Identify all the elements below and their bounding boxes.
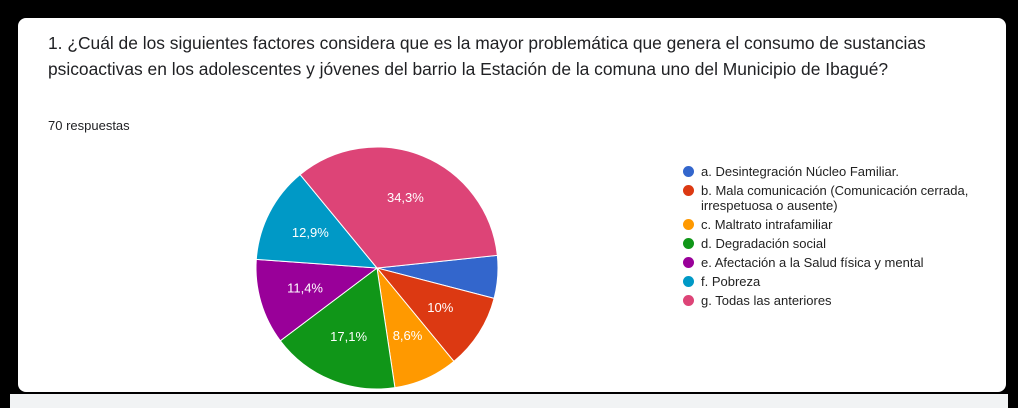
data-label: 11,4% xyxy=(287,281,323,296)
legend-label: b. Mala comunicación (Comunicación cerra… xyxy=(701,183,969,213)
legend-label: e. Afectación a la Salud física y mental xyxy=(701,255,924,270)
legend-swatch xyxy=(683,276,694,287)
legend-label: a. Desintegración Núcleo Familiar. xyxy=(701,164,899,179)
legend-item: f. Pobreza xyxy=(683,274,1003,289)
legend-item: a. Desintegración Núcleo Familiar. xyxy=(683,164,1003,179)
pie-slice xyxy=(375,267,495,363)
legend-swatch xyxy=(683,257,694,268)
data-label: 12,9% xyxy=(292,225,329,240)
data-label: 10% xyxy=(427,300,453,315)
response-count: 70 respuestas xyxy=(48,118,130,133)
next-card xyxy=(10,394,1008,408)
legend-swatch xyxy=(683,219,694,230)
pie-slice xyxy=(299,146,498,269)
data-label: 8,6% xyxy=(393,328,423,343)
legend-item: e. Afectación a la Salud física y mental xyxy=(683,255,1003,270)
legend-swatch xyxy=(683,295,694,306)
legend-label: f. Pobreza xyxy=(701,274,761,289)
legend-swatch xyxy=(683,185,694,196)
legend-label: c. Maltrato intrafamiliar xyxy=(701,217,833,232)
chart-title: 1. ¿Cuál de los siguientes factores cons… xyxy=(48,33,926,79)
legend-item: g. Todas las anteriores xyxy=(683,293,1003,308)
legend-item: d. Degradación social xyxy=(683,236,1003,251)
pie-slice xyxy=(279,267,396,390)
legend-swatch xyxy=(683,166,694,177)
legend-swatch xyxy=(683,238,694,249)
pie-slice xyxy=(255,258,379,342)
legend-label: g. Todas las anteriores xyxy=(701,293,832,308)
legend-item: b. Mala comunicación (Comunicación cerra… xyxy=(683,183,1003,213)
legend: a. Desintegración Núcleo Familiar. b. Mal… xyxy=(683,164,1003,312)
data-label: 17,1% xyxy=(330,329,367,344)
data-label: 34,3% xyxy=(387,190,424,205)
pie-slice xyxy=(255,173,379,269)
legend-label: d. Degradación social xyxy=(701,236,827,251)
legend-item: c. Maltrato intrafamiliar xyxy=(683,217,1003,232)
card xyxy=(18,18,1006,392)
